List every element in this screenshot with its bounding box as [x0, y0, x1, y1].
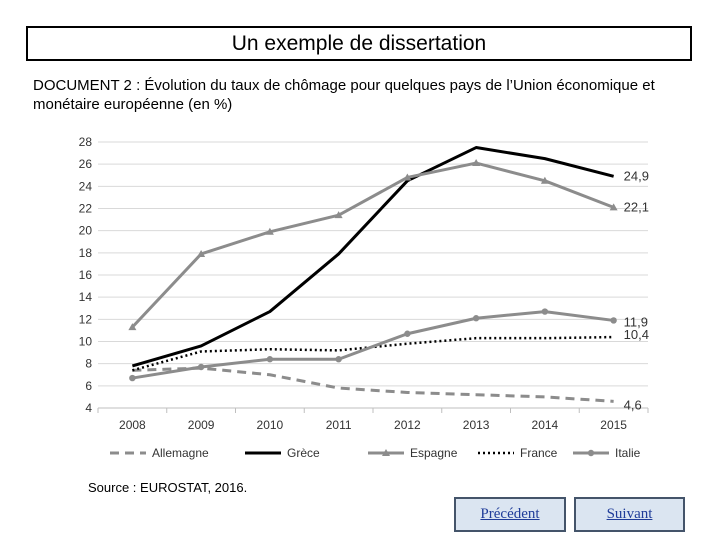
- x-tick-label-2009: 2009: [188, 418, 215, 432]
- point-espagne-2009: [197, 249, 206, 257]
- point-espagne-2008: [128, 323, 137, 331]
- page-title: Un exemple de dissertation: [231, 31, 487, 55]
- document-caption: DOCUMENT 2 : Évolution du taux de chômag…: [33, 77, 655, 113]
- y-tick-label-26: 26: [79, 157, 93, 171]
- point-italie-2010: [266, 356, 274, 363]
- end-label-grece: 24,9: [624, 168, 649, 183]
- point-espagne-2015: [609, 203, 618, 211]
- point-espagne-2013: [472, 159, 481, 167]
- y-tick-label-28: 28: [79, 135, 93, 149]
- point-italie-2012: [404, 330, 411, 337]
- end-label-france: 10,4: [624, 327, 649, 342]
- y-tick-label-24: 24: [79, 179, 93, 193]
- legend-label-espagne: Espagne: [410, 446, 458, 460]
- series-line-allemagne: [132, 366, 614, 403]
- legend-marker-italie: [587, 449, 595, 457]
- previous-button[interactable]: Précédent: [454, 497, 566, 532]
- source-note: Source : EUROSTAT, 2016.: [88, 480, 248, 495]
- end-label-espagne: 22,1: [624, 199, 649, 214]
- y-tick-label-14: 14: [79, 290, 93, 304]
- point-italie-2008: [129, 374, 136, 382]
- end-label-italie: 11,9: [624, 314, 648, 329]
- point-italie-2014: [541, 308, 549, 315]
- y-tick-label-10: 10: [79, 335, 93, 349]
- series-line-grece: [131, 146, 614, 368]
- next-button-label: Suivant: [606, 506, 653, 522]
- x-tick-label-2010: 2010: [257, 418, 284, 432]
- y-tick-label-16: 16: [79, 268, 93, 282]
- point-espagne-2012: [403, 173, 412, 181]
- x-tick-label-2008: 2008: [119, 418, 146, 432]
- y-tick-label-20: 20: [79, 224, 93, 238]
- x-tick-label-2011: 2011: [326, 418, 352, 432]
- y-tick-label-18: 18: [79, 246, 93, 260]
- y-tick-label-8: 8: [85, 357, 92, 371]
- point-italie-2011: [335, 356, 342, 363]
- y-tick-label-22: 22: [79, 202, 93, 216]
- legend-label-italie: Italie: [615, 446, 641, 460]
- x-tick-label-2013: 2013: [463, 418, 490, 432]
- x-tick-label-2015: 2015: [600, 418, 627, 432]
- series-line-espagne: [131, 161, 615, 329]
- legend-label-allemagne: Allemagne: [152, 446, 209, 460]
- point-espagne-2014: [540, 176, 549, 184]
- x-tick-label-2014: 2014: [532, 418, 559, 432]
- point-italie-2013: [472, 315, 480, 322]
- point-espagne-2010: [265, 227, 274, 235]
- legend-marker-espagne: [382, 449, 390, 456]
- legend-label-france: France: [520, 446, 558, 460]
- y-tick-label-4: 4: [85, 401, 92, 415]
- point-italie-2009: [197, 363, 205, 371]
- page-title-box: Un exemple de dissertation: [26, 26, 692, 61]
- x-tick-label-2012: 2012: [394, 418, 421, 432]
- series-line-italie: [132, 310, 614, 380]
- legend-label-grece: Grèce: [287, 446, 320, 460]
- point-italie-2015: [610, 317, 617, 324]
- next-button[interactable]: Suivant: [574, 497, 685, 532]
- previous-button-label: Précédent: [480, 506, 540, 522]
- y-tick-label-6: 6: [85, 379, 92, 393]
- point-espagne-2011: [334, 211, 343, 219]
- y-tick-label-12: 12: [79, 312, 93, 326]
- end-label-allemagne: 4,6: [624, 397, 642, 412]
